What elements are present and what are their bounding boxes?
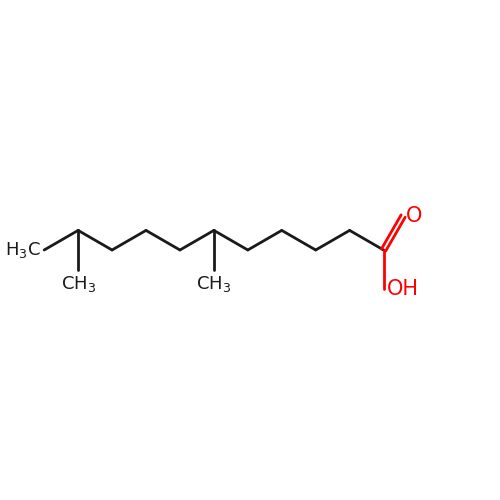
Text: H$_3$C: H$_3$C xyxy=(6,240,41,260)
Text: CH$_3$: CH$_3$ xyxy=(60,274,96,293)
Text: CH$_3$: CH$_3$ xyxy=(196,274,232,293)
Text: O: O xyxy=(406,206,422,226)
Text: OH: OH xyxy=(386,279,418,299)
